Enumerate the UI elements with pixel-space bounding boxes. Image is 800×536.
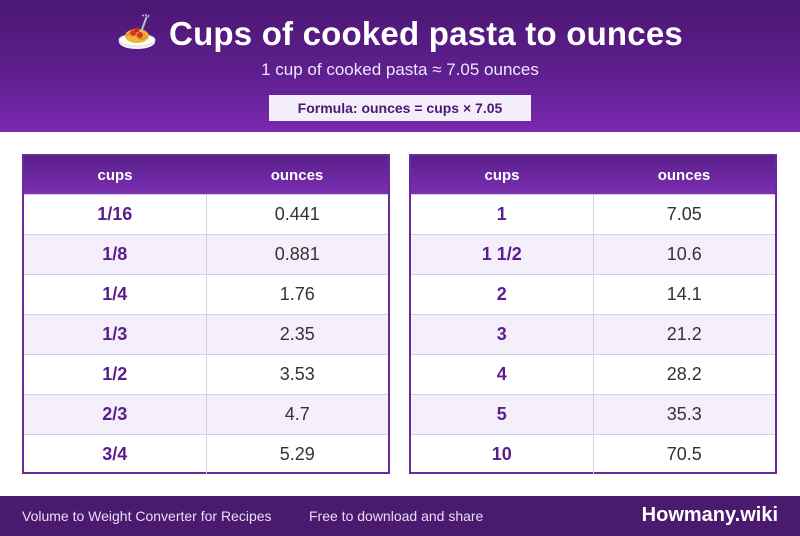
- table-row: 2/3 4.7: [24, 394, 388, 434]
- cups-cell: 3/4: [24, 435, 207, 474]
- cups-cell: 2: [411, 275, 594, 314]
- ounces-cell: 5.29: [279, 444, 315, 464]
- cups-cell: 1/3: [24, 315, 207, 354]
- column-header-cups: cups: [484, 166, 520, 184]
- table-row: 3 21.2: [411, 314, 775, 354]
- title-row: Cups of cooked pasta to ounces: [0, 12, 800, 56]
- page-subtitle: 1 cup of cooked pasta ≈ 7.05 ounces: [261, 60, 539, 79]
- cups-cell: 1/16: [24, 195, 207, 234]
- formula-badge: Formula: ounces = cups × 7.05: [269, 95, 531, 121]
- cups-cell: 1/2: [24, 355, 207, 394]
- table-row: 4 28.2: [411, 354, 775, 394]
- ounces-cell: 2.35: [279, 324, 315, 344]
- cups-cell: 1/4: [24, 275, 207, 314]
- cups-cell: 2/3: [24, 395, 207, 434]
- column-header-ounces: ounces: [657, 166, 711, 184]
- table-row: 1 7.05: [411, 194, 775, 234]
- cups-cell: 1/8: [24, 235, 207, 274]
- table-row: 10 70.5: [411, 434, 775, 474]
- column-header-ounces: ounces: [270, 166, 324, 184]
- ounces-cell: 21.2: [666, 324, 702, 344]
- ounces-cell: 35.3: [666, 404, 702, 424]
- table-row: 1/3 2.35: [24, 314, 388, 354]
- spaghetti-icon: [118, 14, 156, 49]
- ounces-cell: 0.881: [274, 244, 320, 264]
- header-banner: Cups of cooked pasta to ounces 1 cup of …: [0, 0, 800, 132]
- table-row: 1/16 0.441: [24, 194, 388, 234]
- ounces-cell: 28.2: [666, 364, 702, 384]
- cups-cell: 4: [411, 355, 594, 394]
- table-row: 5 35.3: [411, 394, 775, 434]
- ounces-cell: 4.7: [284, 404, 310, 424]
- table-header: cups ounces: [24, 156, 388, 194]
- ounces-cell: 10.6: [666, 244, 702, 264]
- page-title: Cups of cooked pasta to ounces: [169, 15, 683, 52]
- cups-cell: 1: [411, 195, 594, 234]
- conversion-table-right: cups ounces 1 7.05 1 1/2 10.6 2 14.1 3 2…: [409, 154, 777, 474]
- cups-cell: 1 1/2: [411, 235, 594, 274]
- table-row: 3/4 5.29: [24, 434, 388, 474]
- table-header: cups ounces: [411, 156, 775, 194]
- ounces-cell: 7.05: [666, 204, 702, 224]
- footer-tagline: Free to download and share: [309, 508, 484, 524]
- table-row: 1/8 0.881: [24, 234, 388, 274]
- ounces-cell: 14.1: [666, 284, 702, 304]
- footer-description: Volume to Weight Converter for Recipes: [22, 508, 272, 524]
- table-row: 1/4 1.76: [24, 274, 388, 314]
- column-header-cups: cups: [97, 166, 133, 184]
- table-row: 2 14.1: [411, 274, 775, 314]
- ounces-cell: 3.53: [279, 364, 315, 384]
- ounces-cell: 0.441: [274, 204, 320, 224]
- footer-bar: Volume to Weight Converter for Recipes F…: [0, 496, 800, 536]
- table-row: 1 1/2 10.6: [411, 234, 775, 274]
- cups-cell: 3: [411, 315, 594, 354]
- conversion-table-left: cups ounces 1/16 0.441 1/8 0.881 1/4 1.7…: [22, 154, 390, 474]
- ounces-cell: 70.5: [666, 444, 702, 464]
- cups-cell: 5: [411, 395, 594, 434]
- table-row: 1/2 3.53: [24, 354, 388, 394]
- ounces-cell: 1.76: [279, 284, 315, 304]
- brand-logo[interactable]: Howmany.wiki: [641, 504, 778, 526]
- cups-cell: 10: [411, 435, 594, 474]
